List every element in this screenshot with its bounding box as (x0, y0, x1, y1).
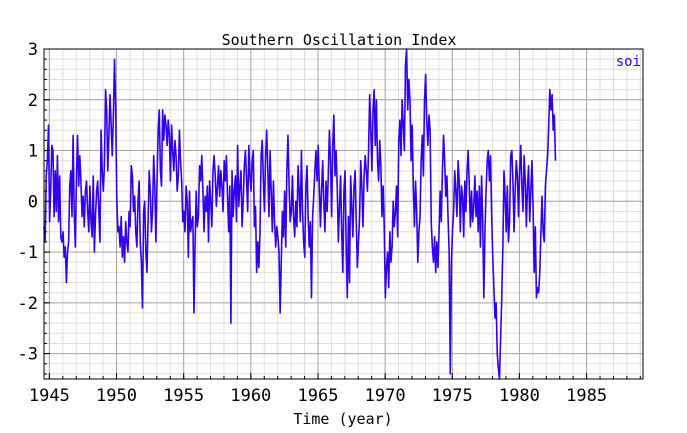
plot-frame (43, 48, 644, 380)
x-tick-label: 1985 (566, 386, 607, 406)
x-tick-label: 1965 (298, 386, 339, 406)
x-tick-label: 1970 (365, 386, 406, 406)
series-line-soi (43, 48, 557, 380)
y-tick-label: -2 (18, 294, 38, 314)
x-tick-label: 1945 (29, 386, 70, 406)
y-tick-label: 0 (28, 192, 38, 212)
y-tick-label: 3 (28, 40, 38, 60)
y-tick-label: -1 (18, 243, 38, 263)
x-axis-label: Time (year) (293, 410, 392, 428)
chart-title: Southern Oscillation Index (222, 31, 457, 49)
x-tick-label: 1960 (230, 386, 271, 406)
series-layer (43, 48, 557, 380)
y-tick-label: 1 (28, 142, 38, 162)
axis-ticks: 1945 1950 1955 1960 1965 1970 1975 1980 1985 -3 -2… (18, 40, 641, 406)
legend-entry-soi: soi (616, 54, 641, 70)
y-tick-label: -3 (18, 345, 38, 365)
x-tick-label: 1980 (499, 386, 540, 406)
x-tick-label: 1975 (432, 386, 473, 406)
x-tick-label: 1950 (96, 386, 137, 406)
y-tick-label: 2 (28, 91, 38, 111)
x-tick-label: 1955 (163, 386, 204, 406)
